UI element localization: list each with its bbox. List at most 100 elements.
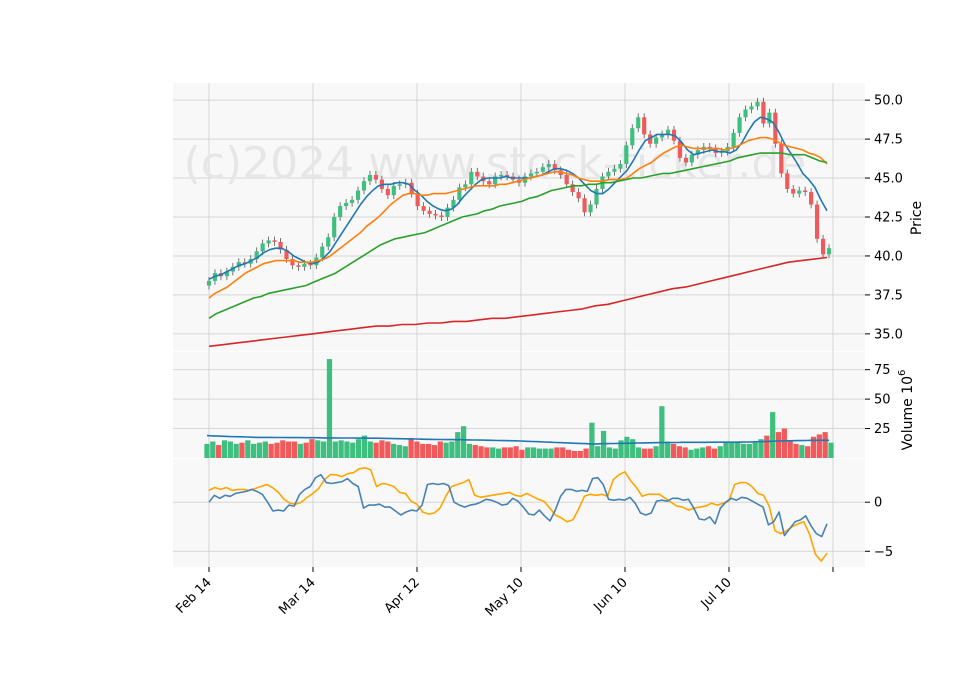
volume-bar	[641, 448, 648, 458]
ma-slow-line	[208, 152, 828, 319]
volume-bar	[799, 445, 805, 458]
volume-bar	[280, 440, 286, 458]
candle-body	[594, 188, 599, 205]
x-tick-label: May 10	[483, 575, 527, 619]
volume-bar	[216, 445, 222, 458]
volume-bar	[460, 426, 467, 458]
volume-bar	[221, 440, 228, 458]
candle-body	[552, 164, 557, 171]
x-tick-label: Jun 10	[591, 575, 631, 615]
volume-bar	[233, 443, 239, 458]
volume-bar	[705, 446, 712, 458]
candle-body	[463, 184, 468, 188]
candle-body	[278, 241, 283, 250]
volume-bar	[256, 442, 263, 458]
volume-bar	[204, 443, 210, 458]
candle-body	[344, 202, 349, 207]
candle-body	[636, 117, 641, 129]
volume-bar	[361, 435, 368, 458]
volume-bar	[670, 443, 677, 458]
volume-bar	[495, 448, 502, 458]
price-y-tick-label: 42.5	[874, 211, 903, 226]
volume-bar	[466, 443, 473, 458]
volume-bar	[286, 441, 292, 458]
candle-body	[415, 193, 420, 207]
volume-bar	[618, 440, 624, 458]
candle-body	[743, 109, 748, 118]
volume-bar	[583, 448, 589, 458]
volume-bar	[589, 422, 595, 458]
volume-bar	[536, 448, 543, 458]
candle-body	[785, 173, 790, 189]
x-tick-label: Jul 10	[698, 575, 735, 612]
price-y-tick-label: 45.0	[874, 172, 903, 187]
macd-y-tick-label: 0	[874, 496, 882, 511]
volume-bar	[764, 435, 770, 458]
candle-body	[630, 128, 635, 146]
volume-bar	[700, 447, 706, 458]
candle-body	[737, 117, 742, 133]
volume-bar	[297, 443, 303, 458]
volume-bar	[530, 447, 537, 458]
x-tick-label: Feb 14	[173, 575, 215, 617]
volume-bar	[665, 441, 671, 458]
volume-bar	[735, 442, 741, 458]
volume-bar	[356, 439, 362, 458]
volume-bar	[805, 446, 811, 458]
volume-bar	[525, 447, 531, 458]
candle-body	[624, 145, 629, 165]
volume-bar	[595, 446, 601, 458]
candle-body	[391, 185, 396, 196]
candle-body	[540, 167, 545, 172]
candle-body	[588, 204, 593, 213]
volume-bar	[682, 447, 688, 458]
volume-bar	[571, 450, 578, 458]
candle-body	[809, 192, 814, 205]
candle-body	[654, 137, 659, 144]
candle-body	[564, 174, 569, 185]
volume-bar	[484, 447, 490, 458]
volume-bar	[490, 447, 496, 458]
volume-y-tick-label: 75	[874, 363, 891, 378]
volume-bar	[373, 442, 379, 458]
ma-mid-line	[208, 136, 828, 299]
candle-body	[779, 143, 784, 174]
candle-body	[451, 199, 456, 208]
volume-bar	[746, 443, 752, 458]
candle-body	[427, 210, 432, 214]
volume-bar	[326, 359, 333, 458]
candle-body	[820, 238, 826, 255]
volume-bar	[793, 443, 799, 458]
candle-body	[373, 174, 379, 180]
candle-body	[361, 181, 367, 191]
volume-bar	[262, 441, 268, 458]
volume-bar	[210, 441, 216, 458]
volume-bar	[781, 428, 787, 458]
volume-bar	[828, 442, 834, 458]
volume-axis-label: Volume 106	[897, 370, 916, 451]
candle-body	[254, 251, 259, 260]
volume-bar	[758, 439, 764, 458]
candle-body	[731, 132, 736, 147]
volume-bar	[554, 447, 560, 458]
volume-bar	[437, 441, 443, 458]
volume-ma-line	[206, 434, 829, 445]
volume-bar	[513, 446, 519, 458]
ma-long-line	[208, 256, 828, 348]
candle-body	[797, 190, 802, 194]
volume-bar	[309, 439, 315, 458]
volume-bar	[455, 432, 461, 458]
volume-bar	[396, 445, 403, 458]
volume-bar	[385, 441, 391, 458]
volume-bar	[303, 442, 309, 458]
volume-bar	[420, 443, 426, 458]
candle-body	[272, 240, 277, 242]
signal-line	[208, 467, 828, 562]
volume-bar	[332, 441, 338, 458]
volume-bar	[390, 443, 397, 458]
volume-bar	[315, 440, 321, 458]
volume-bar	[653, 446, 659, 458]
candle-body	[433, 213, 438, 216]
candle-body	[355, 190, 361, 200]
price-y-tick-label: 40.0	[874, 249, 903, 264]
